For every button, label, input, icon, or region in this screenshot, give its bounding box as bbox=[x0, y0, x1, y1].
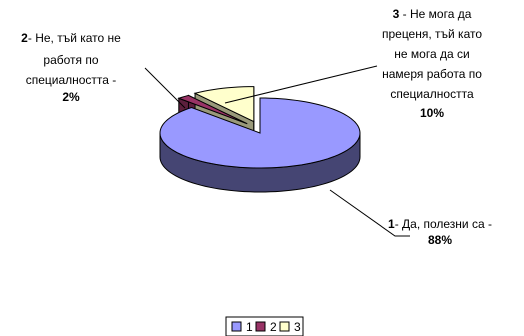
pie-slice-3 bbox=[193, 86, 255, 123]
legend-swatch-1 bbox=[231, 321, 242, 332]
data-label-3-text-line-3: не мога да си bbox=[394, 47, 469, 61]
legend: 1 2 3 bbox=[225, 316, 304, 336]
legend-label-2: 2 bbox=[270, 320, 277, 334]
data-label-3-text-line-4: намеря работа по bbox=[382, 67, 482, 81]
legend-swatch-3 bbox=[279, 321, 290, 332]
data-label-3-value: 10% bbox=[420, 106, 444, 120]
data-label-1: 1- Да, полезни са - bbox=[388, 217, 492, 231]
data-label-1-value: 88% bbox=[428, 233, 452, 247]
pie-slice-2 bbox=[177, 94, 248, 125]
data-label-2-text-line-1: - Не, тъй като не bbox=[28, 31, 121, 45]
data-label-3-text-line-5: специалността bbox=[390, 87, 474, 101]
data-label-1-text: - Да, полезни са - bbox=[395, 217, 492, 231]
legend-label-1: 1 bbox=[246, 320, 253, 334]
pie-slices bbox=[159, 86, 361, 169]
data-label-1-number: 1 bbox=[388, 217, 395, 231]
data-label-2: 2- Не, тъй като не bbox=[21, 31, 121, 45]
legend-label-3: 3 bbox=[294, 320, 301, 334]
data-label-2-text-line-2: работя по bbox=[43, 53, 98, 67]
data-label-3-text-line-2: преценя, тъй като bbox=[382, 27, 482, 41]
leader-line-3 bbox=[224, 65, 378, 104]
data-label-2-text-line-3: специалността - bbox=[26, 73, 117, 87]
data-label-3: 3 - Не мога да bbox=[393, 7, 472, 21]
data-label-3-number: 3 bbox=[393, 7, 400, 21]
data-label-2-number: 2 bbox=[21, 31, 28, 45]
pie-slice-1 bbox=[159, 97, 361, 169]
leader-line-2 bbox=[144, 67, 186, 109]
leader-line-1 bbox=[329, 189, 410, 237]
data-label-2-value: 2% bbox=[62, 90, 80, 104]
legend-swatch-2 bbox=[255, 321, 266, 332]
data-label-3-text-line-1: - Не мога да bbox=[399, 7, 471, 21]
